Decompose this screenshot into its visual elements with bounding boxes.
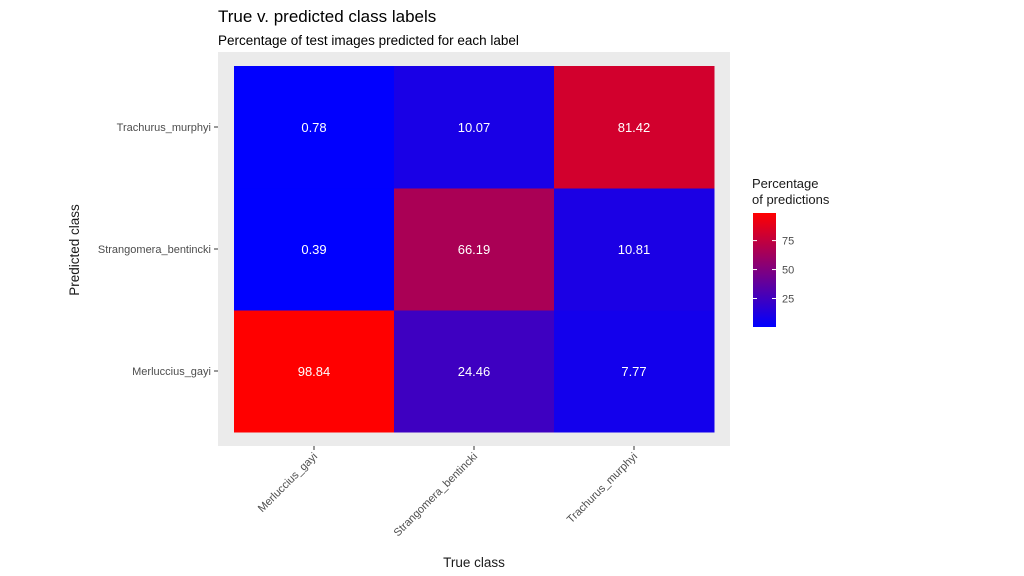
legend-tick-label: 25 [782, 294, 794, 306]
heatmap-cell-label: 98.84 [298, 364, 331, 379]
legend-tick-label: 50 [782, 265, 794, 277]
heatmap-cell [394, 310, 555, 433]
x-axis-title: True class [443, 555, 505, 570]
heatmap-cell-label: 24.46 [458, 364, 491, 379]
legend-title-line-2: of predictions [752, 192, 830, 207]
heatmap-cell [554, 66, 715, 189]
legend-tick-label: 75 [782, 236, 794, 248]
y-tick-label: Trachurus_murphyi [117, 122, 211, 134]
heatmap-cells [234, 66, 715, 433]
heatmap-cell [394, 188, 555, 311]
heatmap-cell [554, 188, 715, 311]
y-axis-title: Predicted class [67, 204, 82, 296]
heatmap-cell-label: 81.42 [618, 120, 651, 135]
y-axis-ticks: Merluccius_gayi Strangomera_bentincki Trac… [98, 122, 218, 378]
heatmap-cell-labels: 98.84 24.46 7.77 0.39 66.19 10.81 0.78 10.07 81.… [298, 120, 651, 379]
x-axis-ticks: Merluccius_gayi Strangomera_bentincki Trac… [256, 446, 640, 539]
chart-title: True v. predicted class labels [218, 7, 436, 26]
chart-subtitle: Percentage of test images predicted for … [218, 33, 519, 48]
heatmap-cell [554, 310, 715, 433]
y-tick-label: Strangomera_bentincki [98, 244, 211, 256]
color-legend: Percentage of predictions 25 50 75 [752, 176, 830, 327]
heatmap-cell [394, 66, 555, 189]
heatmap-cell-label: 10.81 [618, 242, 651, 257]
legend-color-bar [753, 213, 776, 327]
heatmap-cell-label: 7.77 [621, 364, 646, 379]
x-tick-label: Trachurus_murphyi [565, 451, 640, 526]
heatmap-cell [234, 66, 395, 189]
legend-ticks: 25 50 75 [753, 236, 794, 306]
heatmap-cell-label: 0.78 [301, 120, 326, 135]
heatmap-cell-label: 10.07 [458, 120, 491, 135]
x-tick-label: Merluccius_gayi [256, 451, 320, 515]
x-tick-label: Strangomera_bentincki [392, 451, 480, 539]
heatmap-cell [234, 188, 395, 311]
heatmap-cell-label: 66.19 [458, 242, 491, 257]
heatmap-cell-label: 0.39 [301, 242, 326, 257]
heatmap-cell [234, 310, 395, 433]
legend-title-line-1: Percentage [752, 176, 819, 191]
y-tick-label: Merluccius_gayi [132, 366, 211, 378]
